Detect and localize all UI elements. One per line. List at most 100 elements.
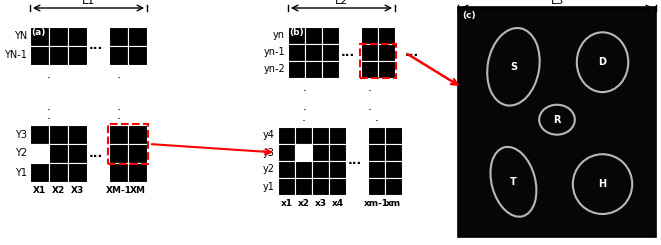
Bar bbox=[305, 44, 322, 61]
Bar bbox=[329, 127, 346, 144]
Text: YN: YN bbox=[14, 32, 27, 41]
Ellipse shape bbox=[577, 32, 628, 92]
Text: (c): (c) bbox=[462, 11, 476, 20]
Text: XM: XM bbox=[130, 186, 145, 195]
Text: yn-1: yn-1 bbox=[263, 48, 285, 58]
Bar bbox=[368, 127, 385, 144]
Text: ...: ... bbox=[405, 46, 419, 59]
Bar bbox=[30, 125, 49, 144]
Bar bbox=[312, 127, 329, 144]
Bar bbox=[68, 46, 87, 65]
Bar bbox=[68, 163, 87, 182]
Text: ...: ... bbox=[89, 39, 103, 52]
Bar bbox=[288, 61, 305, 78]
Text: .: . bbox=[368, 100, 371, 113]
Bar bbox=[305, 27, 322, 44]
Bar bbox=[361, 61, 378, 78]
Text: ...: ... bbox=[341, 46, 355, 59]
Bar bbox=[322, 27, 339, 44]
Bar bbox=[378, 27, 395, 44]
Bar bbox=[385, 161, 402, 178]
Bar bbox=[368, 178, 385, 195]
Bar bbox=[68, 27, 87, 46]
Bar bbox=[109, 163, 128, 182]
Bar bbox=[128, 27, 147, 46]
Text: .: . bbox=[47, 100, 51, 113]
Bar bbox=[49, 163, 68, 182]
Bar bbox=[322, 61, 339, 78]
Bar bbox=[109, 144, 128, 163]
Text: y4: y4 bbox=[263, 131, 275, 140]
Bar bbox=[109, 125, 128, 144]
Text: .: . bbox=[368, 81, 371, 94]
Text: x2: x2 bbox=[297, 199, 309, 208]
Bar bbox=[288, 44, 305, 61]
Text: (b): (b) bbox=[289, 28, 303, 37]
Bar bbox=[109, 27, 128, 46]
Text: XM-1: XM-1 bbox=[106, 186, 132, 195]
Bar bbox=[385, 178, 402, 195]
Text: y2: y2 bbox=[263, 164, 275, 174]
Text: x3: x3 bbox=[315, 199, 327, 208]
Text: .: . bbox=[47, 68, 51, 81]
Text: X2: X2 bbox=[52, 186, 65, 195]
Bar bbox=[49, 46, 68, 65]
Bar bbox=[49, 27, 68, 46]
Bar bbox=[329, 161, 346, 178]
Text: YN-1: YN-1 bbox=[4, 50, 27, 61]
Bar bbox=[278, 161, 295, 178]
Bar bbox=[278, 144, 295, 161]
Bar bbox=[329, 178, 346, 195]
Bar bbox=[378, 61, 395, 78]
Text: H: H bbox=[598, 179, 607, 189]
Bar bbox=[128, 163, 147, 182]
Bar bbox=[458, 7, 656, 237]
Bar bbox=[368, 144, 385, 161]
Text: .: . bbox=[301, 111, 305, 124]
Text: Y1: Y1 bbox=[15, 168, 27, 177]
Bar bbox=[30, 144, 49, 163]
Text: R: R bbox=[553, 115, 561, 125]
Bar bbox=[49, 144, 68, 163]
Bar bbox=[68, 125, 87, 144]
Text: x1: x1 bbox=[280, 199, 293, 208]
Bar bbox=[385, 127, 402, 144]
Bar bbox=[385, 144, 402, 161]
Text: .: . bbox=[116, 109, 120, 122]
Ellipse shape bbox=[573, 154, 632, 214]
Bar bbox=[295, 144, 312, 161]
Bar bbox=[30, 27, 49, 46]
Text: L2: L2 bbox=[335, 0, 348, 6]
Text: X1: X1 bbox=[33, 186, 46, 195]
Bar bbox=[278, 178, 295, 195]
Bar bbox=[322, 44, 339, 61]
Bar bbox=[312, 161, 329, 178]
Bar bbox=[278, 127, 295, 144]
Bar bbox=[109, 46, 128, 65]
Bar bbox=[49, 125, 68, 144]
Text: (a): (a) bbox=[31, 28, 46, 37]
Text: .: . bbox=[303, 100, 307, 113]
Bar bbox=[68, 144, 87, 163]
Text: ...: ... bbox=[348, 155, 362, 168]
Text: yn: yn bbox=[273, 30, 285, 40]
Bar bbox=[360, 44, 396, 78]
Text: xm-1: xm-1 bbox=[364, 199, 389, 208]
Bar bbox=[295, 178, 312, 195]
Bar bbox=[329, 144, 346, 161]
Ellipse shape bbox=[539, 105, 575, 135]
Text: S: S bbox=[510, 62, 517, 72]
Bar bbox=[312, 144, 329, 161]
Bar bbox=[108, 124, 148, 164]
Bar bbox=[128, 125, 147, 144]
Text: .: . bbox=[303, 81, 307, 94]
Text: T: T bbox=[510, 177, 517, 187]
Bar bbox=[361, 27, 378, 44]
Text: y3: y3 bbox=[263, 147, 275, 158]
Text: x4: x4 bbox=[331, 199, 344, 208]
Text: .: . bbox=[375, 111, 379, 124]
Bar bbox=[295, 127, 312, 144]
Bar bbox=[378, 44, 395, 61]
Ellipse shape bbox=[490, 147, 537, 217]
Text: D: D bbox=[599, 57, 607, 67]
